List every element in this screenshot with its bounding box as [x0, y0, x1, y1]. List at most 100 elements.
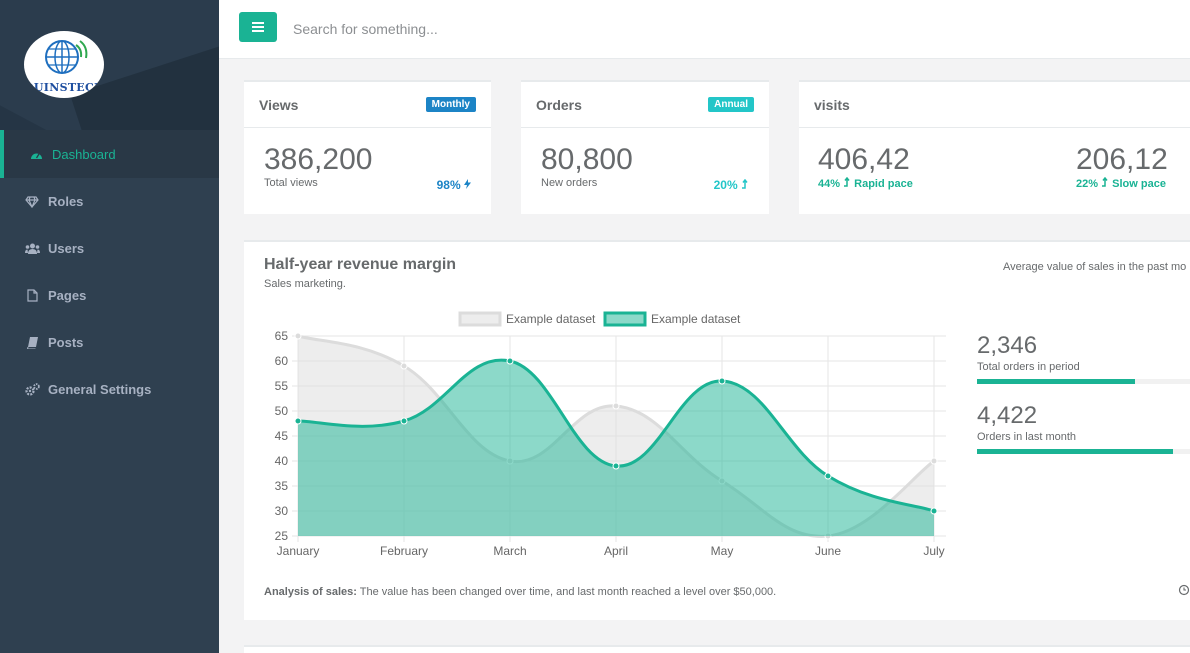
dashboard-icon — [28, 147, 44, 161]
analysis-text: Analysis of sales: The value has been ch… — [264, 586, 776, 598]
legend-swatch — [603, 311, 647, 327]
progress-fill — [977, 379, 1135, 384]
visits-stat-b: 206,12 22% Slow pace — [1076, 143, 1168, 190]
sidebar-item-label: Posts — [48, 335, 84, 350]
sidebar-item-label: General Settings — [48, 382, 152, 397]
x-tick-label: May — [711, 544, 734, 558]
next-panel — [244, 645, 1190, 653]
hamburger-icon — [252, 22, 264, 32]
y-tick-label: 55 — [275, 379, 289, 393]
metric-last-month-orders: 4,422 Orders in last month — [977, 402, 1190, 454]
analysis-body: The value has been changed over time, an… — [356, 586, 777, 598]
progress-bar — [977, 379, 1190, 384]
x-tick-label: February — [380, 544, 428, 558]
logo-text: QUINSTECH — [24, 81, 104, 94]
metric-value: 2,346 — [977, 332, 1038, 359]
revenue-panel: Half-year revenue margin Sales marketing… — [244, 240, 1190, 620]
metric-value: 4,422 — [977, 402, 1038, 429]
x-tick-label: January — [277, 544, 320, 558]
sidebar-item-users[interactable]: Users — [0, 225, 219, 272]
bolt-icon — [464, 179, 471, 189]
level-up-icon — [844, 176, 850, 187]
brand-logo[interactable]: QUINSTECH — [24, 31, 104, 98]
stat-percent: 22% Slow pace — [1076, 176, 1168, 190]
card-title: visits — [814, 96, 850, 113]
sidebar-header: QUINSTECH — [0, 0, 219, 130]
x-tick-label: June — [815, 544, 841, 558]
level-up-icon — [1102, 176, 1108, 187]
y-tick-label: 50 — [275, 404, 289, 418]
period-badge: Annual — [708, 97, 754, 112]
sidebar-item-dashboard[interactable]: Dashboard — [0, 130, 219, 178]
data-point — [930, 457, 938, 465]
stat-value: 386,200 — [264, 143, 373, 176]
stat-percent: 98% — [437, 178, 471, 192]
y-tick-label: 25 — [275, 529, 289, 543]
data-point — [400, 417, 408, 425]
y-tick-label: 35 — [275, 479, 289, 493]
progress-fill — [977, 449, 1173, 454]
sidebar-item-general-settings[interactable]: General Settings — [0, 366, 219, 413]
percent-value: 44% — [818, 178, 841, 190]
series-area — [298, 360, 934, 536]
metric-label: Orders in last month — [977, 431, 1077, 443]
data-point — [506, 357, 514, 365]
orders-card: Orders Annual 80,800 New orders 20% — [521, 80, 769, 214]
data-point — [824, 472, 832, 480]
pace-label: Slow pace — [1112, 178, 1166, 190]
y-tick-label: 65 — [275, 329, 289, 343]
revenue-area-chart: 25 30 35 40 45 50 55 60 65 January February March Ap… — [275, 311, 946, 558]
pace-label: Rapid pace — [854, 178, 913, 190]
data-point — [294, 417, 302, 425]
sidebar-item-label: Dashboard — [52, 146, 116, 162]
card-title: Orders — [536, 96, 582, 113]
panel-title: Half-year revenue margin — [264, 256, 457, 273]
menu-toggle-button[interactable] — [239, 12, 277, 42]
metric-label: Total orders in period — [977, 361, 1080, 373]
stat-value: 206,12 — [1076, 143, 1168, 176]
sidebar-item-label: Users — [48, 241, 85, 256]
legend-label: Example dataset — [651, 312, 741, 326]
data-point — [294, 332, 302, 340]
sidebar-item-label: Roles — [48, 194, 84, 209]
level-up-icon — [742, 178, 748, 189]
data-point — [612, 462, 620, 470]
analysis-label: Analysis of sales: — [264, 586, 357, 598]
percent-value: 98% — [436, 178, 461, 192]
percent-value: 22% — [1076, 178, 1099, 190]
top-navbar — [219, 0, 1190, 59]
data-point — [400, 362, 408, 370]
y-tick-label: 45 — [275, 429, 289, 443]
metric-total-orders: 2,346 Total orders in period — [977, 332, 1190, 384]
gears-icon — [24, 383, 40, 397]
average-sales-caption: Average value of sales in the past mo — [1003, 261, 1187, 273]
legend-label: Example dataset — [506, 312, 596, 326]
sidebar-item-posts[interactable]: Posts — [0, 319, 219, 366]
stat-caption: Total views — [264, 177, 318, 189]
sidebar-item-roles[interactable]: Roles — [0, 178, 219, 225]
y-tick-label: 30 — [275, 504, 289, 518]
x-tick-label: July — [923, 544, 944, 558]
visits-stat-a: 406,42 44% Rapid pace — [818, 143, 913, 190]
x-tick-label: April — [604, 544, 628, 558]
data-point — [612, 402, 620, 410]
stat-value: 80,800 — [541, 143, 633, 176]
sidebar-item-label: Pages — [48, 288, 87, 303]
stat-percent: 44% Rapid pace — [818, 176, 913, 190]
panel-subtitle: Sales marketing. — [264, 278, 346, 290]
stat-percent: 20% — [714, 178, 749, 192]
y-tick-label: 60 — [275, 354, 289, 368]
stat-caption: New orders — [541, 177, 598, 189]
data-point — [718, 377, 726, 385]
y-tick-label: 40 — [275, 454, 289, 468]
percent-value: 20% — [713, 178, 738, 192]
search-input[interactable] — [293, 18, 693, 40]
clock-icon — [1178, 584, 1190, 596]
data-point — [930, 507, 938, 515]
sidebar: QUINSTECH Dashboard Roles Users Pages — [0, 0, 219, 653]
sidebar-nav: Dashboard Roles Users Pages Posts — [0, 130, 219, 413]
visits-card: visits 406,42 44% Rapid pace 206,12 22% … — [799, 80, 1190, 214]
legend-swatch — [458, 311, 502, 327]
sidebar-item-pages[interactable]: Pages — [0, 272, 219, 319]
stat-value: 406,42 — [818, 143, 910, 176]
